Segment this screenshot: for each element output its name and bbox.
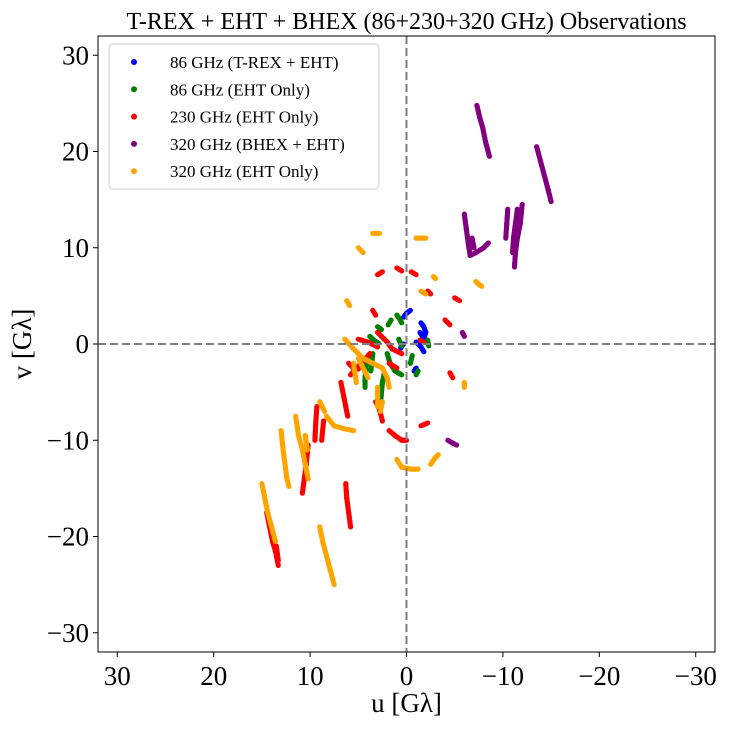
data-point-series-2	[312, 437, 318, 443]
data-point-series-3	[548, 198, 554, 205]
data-point-series-1	[407, 360, 413, 366]
data-point-series-2	[403, 437, 410, 443]
data-point-series-2	[347, 524, 354, 530]
x-tick-label: −20	[578, 661, 620, 691]
data-point-series-3	[485, 240, 492, 246]
legend-marker	[131, 140, 137, 147]
data-point-series-4	[353, 379, 359, 386]
data-point-series-1	[378, 326, 385, 333]
data-point-series-1	[362, 384, 368, 390]
data-point-series-2	[394, 365, 400, 371]
y-axis-label: v [Gλ]	[7, 309, 37, 380]
data-point-series-2	[275, 562, 281, 568]
data-point-series-4	[347, 302, 353, 309]
legend-marker	[131, 59, 137, 65]
data-point-series-4	[272, 538, 278, 544]
data-point-series-2	[450, 375, 456, 381]
data-point-series-3	[454, 442, 460, 448]
y-tick-label: 30	[62, 40, 89, 70]
legend: 86 GHz (T-REX + EHT) 86 GHz (EHT Only) 230…	[108, 43, 380, 190]
data-point-series-2	[299, 490, 305, 496]
y-tick-label: 10	[62, 233, 89, 263]
data-point-series-4	[423, 291, 429, 297]
data-point-series-4	[461, 379, 467, 386]
legend-label: 320 GHz (BHEX + EHT)	[170, 135, 345, 154]
data-point-series-0	[421, 349, 427, 355]
legend-marker	[131, 168, 137, 175]
data-point-series-2	[345, 413, 351, 419]
legend-label: 86 GHz (T-REX + EHT)	[170, 53, 339, 72]
x-tick-label: 0	[400, 661, 414, 691]
legend-label: 86 GHz (EHT Only)	[170, 80, 310, 99]
data-point-series-3	[471, 245, 477, 251]
data-point-series-1	[413, 372, 419, 378]
data-point-series-4	[365, 375, 371, 381]
data-point-series-4	[321, 408, 328, 414]
data-point-series-4	[305, 476, 311, 482]
data-point-series-4	[286, 483, 292, 490]
data-point-series-1	[399, 320, 405, 326]
y-tick-label: −30	[47, 618, 89, 648]
data-point-series-2	[413, 272, 419, 278]
data-point-series-4	[435, 452, 441, 458]
data-point-series-4	[304, 447, 310, 453]
data-point-series-4	[386, 384, 392, 390]
x-tick-label: 30	[104, 661, 131, 691]
data-point-series-4	[360, 249, 366, 256]
y-tick-label: −10	[47, 425, 89, 455]
reference-lines	[98, 36, 715, 652]
x-tick-label: 10	[297, 661, 324, 691]
x-tick-label: −30	[675, 661, 717, 691]
data-point-series-2	[374, 344, 381, 350]
data-point-series-4	[415, 466, 421, 472]
x-axis-label: u [Gλ]	[371, 688, 442, 718]
data-point-series-4	[432, 275, 439, 282]
legend-marker	[131, 86, 137, 93]
data-point-series-1	[399, 372, 405, 378]
data-point-series-3	[461, 333, 467, 339]
data-point-series-2	[399, 268, 405, 274]
y-tick-label: 20	[62, 137, 89, 167]
y-axis-ticks: 30 20 10 0 −10 −20 −30	[47, 40, 98, 648]
data-point-series-3	[509, 249, 516, 256]
data-point-series-3	[503, 235, 509, 241]
data-point-series-3	[511, 264, 518, 270]
y-tick-label: −20	[47, 522, 89, 552]
legend-box	[108, 43, 380, 190]
plot-marks	[259, 102, 554, 588]
data-point-series-4	[423, 235, 429, 241]
data-point-series-2	[373, 312, 379, 318]
data-point-series-2	[456, 298, 463, 304]
legend-label: 230 GHz (EHT Only)	[170, 108, 318, 127]
legend-label: 320 GHz (EHT Only)	[170, 162, 318, 181]
data-point-series-2	[428, 291, 434, 297]
data-point-series-3	[486, 153, 493, 159]
x-axis-ticks: 30 20 10 0 −10 −20 −30	[104, 652, 717, 691]
data-point-series-2	[379, 269, 385, 275]
data-point-series-4	[376, 230, 383, 236]
data-point-series-2	[425, 420, 431, 426]
x-tick-label: −10	[482, 661, 524, 691]
data-point-series-4	[331, 582, 337, 588]
data-point-series-4	[350, 428, 357, 434]
data-point-series-4	[479, 283, 485, 289]
data-point-series-2	[319, 437, 325, 443]
data-point-series-0	[401, 314, 407, 320]
x-tick-label: 20	[200, 661, 227, 691]
legend-marker	[131, 113, 137, 120]
data-point-series-2	[379, 418, 385, 424]
chart-title: T-REX + EHT + BHEX (86+230+320 GHz) Obse…	[126, 9, 686, 35]
data-point-series-1	[388, 317, 394, 323]
data-point-series-4	[377, 408, 384, 414]
y-tick-label: 0	[76, 329, 90, 359]
data-point-series-2	[367, 351, 373, 357]
data-point-series-2	[399, 351, 405, 357]
data-point-series-2	[447, 322, 453, 328]
data-point-series-2	[275, 557, 281, 564]
data-point-series-1	[368, 368, 374, 374]
